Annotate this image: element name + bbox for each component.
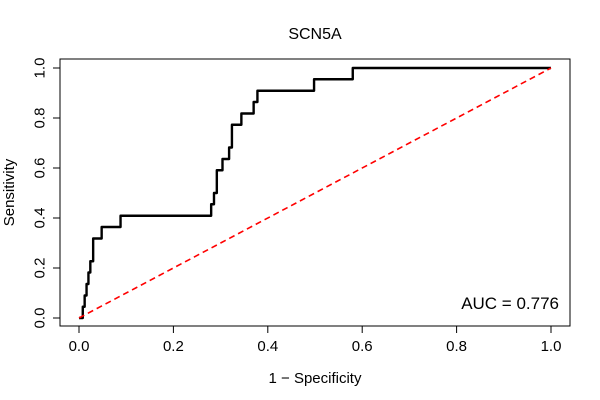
y-tick-label: 0.6 [32,158,49,179]
y-tick-label: 0.4 [32,208,49,229]
roc-curve-line [79,66,551,320]
x-tick-label: 0.8 [446,338,467,355]
y-axis: 0.0 0.2 0.4 0.6 0.8 1.0 [32,58,61,329]
x-tick-label: 0.4 [257,338,278,355]
y-tick-label: 1.0 [32,58,49,79]
chart-title: SCN5A [288,26,342,43]
y-tick-label: 0.2 [32,258,49,279]
plot-area [59,58,571,327]
y-axis-title: Sensitivity [1,158,18,226]
x-tick-label: 1.0 [541,338,562,355]
y-tick-label: 0.8 [32,108,49,129]
auc-annotation: AUC = 0.776 [461,294,559,313]
x-tick-label: 0.2 [163,338,184,355]
x-axis-title: 1 − Specificity [269,370,362,387]
y-tick-label: 0.0 [32,308,49,329]
reference-diagonal-line [78,67,552,319]
x-tick-label: 0.6 [352,338,373,355]
x-axis: 0.0 0.2 0.4 0.6 0.8 1.0 [69,325,562,355]
series-layer [78,66,552,320]
x-tick-label: 0.0 [69,338,90,355]
